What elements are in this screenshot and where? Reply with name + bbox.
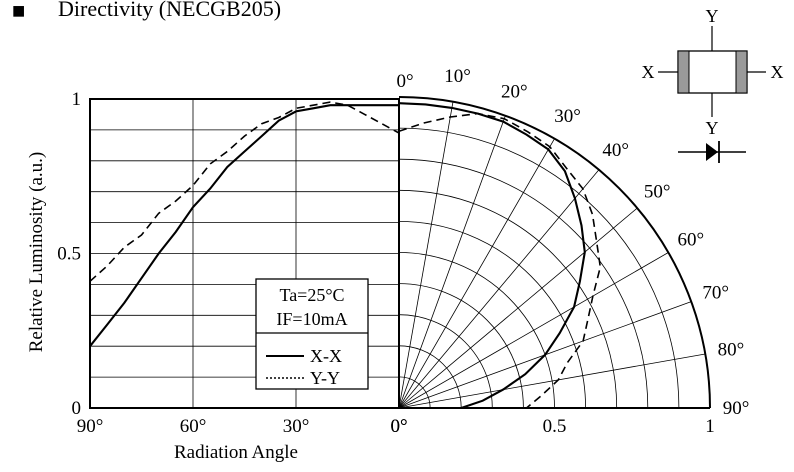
- polar-radial-line: [398, 169, 600, 409]
- polar-radial-line: [398, 353, 706, 409]
- chart-title: Directivity (NECGB205): [58, 0, 281, 21]
- polar-angle-label: 0°: [396, 71, 413, 92]
- polar-angle-label: 60°: [678, 230, 705, 251]
- polar-grid-arc: [398, 189, 618, 409]
- polar-grid-arc: [398, 252, 555, 409]
- x-tick-label: 60°: [180, 416, 207, 437]
- polar-outer-arc: [398, 96, 711, 409]
- x-tick-label: 90°: [77, 416, 104, 437]
- x-axis-title: Radiation Angle: [174, 442, 298, 463]
- axis-label-y-bottom: Y: [706, 118, 719, 138]
- diode-symbol-icon: [678, 141, 746, 163]
- axis-label-x-left: X: [642, 62, 655, 82]
- polar-grid-arc: [398, 345, 462, 409]
- y-axis-title: Relative Luminosity (a.u.): [26, 152, 47, 353]
- y-tick-label: 0: [72, 398, 82, 419]
- x-tick-label: 30°: [283, 416, 310, 437]
- rect-tick-labels: 90° 60° 30° 0° 0 0.5 1: [57, 89, 407, 437]
- polar-radius-label: 1: [705, 416, 715, 437]
- polar-angle-label: 90°: [723, 398, 750, 419]
- polar-angle-label: 10°: [444, 66, 471, 87]
- series-y-y-rect-line: [89, 101, 400, 282]
- polar-angle-label: 40°: [602, 140, 629, 161]
- legend-label-xx: X-X: [310, 346, 342, 366]
- polar-radius-label: 0°: [390, 416, 407, 437]
- polar-radial-line: [398, 101, 454, 409]
- polar-radial-line: [398, 207, 638, 409]
- package-diagram: Y Y X X: [642, 6, 784, 138]
- conditions-legend-box: Ta=25°C IF=10mA X-X Y-Y: [255, 278, 369, 390]
- condition-temperature: Ta=25°C: [279, 285, 344, 305]
- polar-angle-label: 50°: [644, 181, 671, 202]
- polar-grid-arc: [398, 314, 493, 409]
- polar-angle-labels: 0° 10° 20° 30° 40° 50° 60° 70° 80° 90° 0° 0.5 1: [390, 66, 749, 437]
- polar-angle-label: 20°: [501, 81, 528, 102]
- polar-grid-arc: [398, 221, 586, 409]
- polar-radial-line: [398, 115, 506, 409]
- title-bullet: ■: [12, 0, 25, 23]
- condition-current: IF=10mA: [276, 309, 347, 329]
- polar-grid-arc: [398, 158, 649, 409]
- axis-label-y-top: Y: [706, 6, 719, 26]
- polar-radial-line: [398, 252, 669, 409]
- polar-grid-arc: [398, 127, 680, 409]
- y-tick-label: 0.5: [57, 244, 81, 265]
- series-x-x-rect-line: [89, 104, 399, 347]
- polar-radial-line: [398, 138, 555, 409]
- polar-grid-arc: [398, 283, 524, 409]
- series-x-x-polar-line: [398, 102, 586, 409]
- polar-angle-label: 30°: [554, 106, 581, 127]
- x-tick-label: 0°: [390, 416, 407, 437]
- legend-label-yy: Y-Y: [310, 368, 340, 388]
- rect-series: [89, 101, 400, 347]
- axis-label-x-right: X: [771, 62, 784, 82]
- series-y-y-polar-line: [398, 112, 602, 409]
- polar-angle-label: 70°: [702, 283, 729, 304]
- polar-radius-label: 0.5: [543, 416, 567, 437]
- polar-series: [398, 102, 602, 409]
- y-tick-label: 1: [72, 89, 82, 110]
- polar-grid: [398, 96, 711, 409]
- polar-angle-label: 80°: [718, 339, 745, 360]
